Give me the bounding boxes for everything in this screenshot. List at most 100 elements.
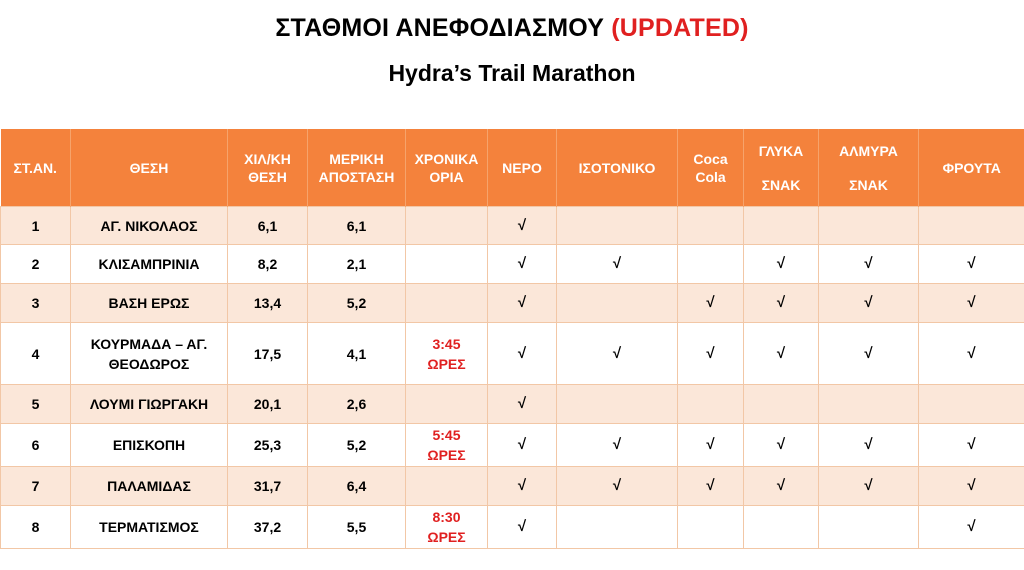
water-cell: √ [487, 244, 557, 284]
sweet-snack-cell: √ [743, 466, 819, 506]
isotonic-cell: √ [556, 423, 678, 467]
partial-distance-cell: 5,2 [307, 423, 406, 467]
cutoff-cell: 8:30 ΩΡΕΣ [405, 505, 488, 549]
coca-cola-cell: √ [677, 466, 744, 506]
cutoff-cell [405, 384, 488, 424]
fruit-cell: √ [918, 466, 1024, 506]
col-header-sweet-snack: ΓΛΥΚΑ ΣΝΑΚ [743, 129, 819, 207]
updated-label: (UPDATED) [611, 14, 749, 42]
location-cell: ΑΓ. ΝΙΚΟΛΑΟΣ [70, 206, 228, 245]
page-title-main: ΣΤΑΘΜΟΙ ΑΝΕΦΟΔΙΑΣΜΟΥ [275, 14, 605, 42]
cutoff-time: 5:45 [432, 427, 461, 443]
col-header-cutoff: ΧΡΟΝΙΚΑ ΟΡΙΑ [405, 129, 488, 207]
page-title: ΣΤΑΘΜΟΙ ΑΝΕΦΟΔΙΑΣΜΟΥ (UPDATED) [0, 14, 1024, 43]
col-header-salty-snack: ΑΛΜΥΡΑ ΣΝΑΚ [818, 129, 919, 207]
salty-snack-cell: √ [818, 466, 919, 506]
km-cell: 13,4 [227, 283, 308, 323]
fruit-cell: √ [918, 423, 1024, 467]
station-cell: 2 [0, 244, 71, 284]
table-row: 7 ΠΑΛΑΜΙΔΑΣ 31,7 6,4 √ √ √ √ √ √ [0, 466, 1024, 506]
sweet-snack-cell: √ [743, 283, 819, 323]
station-cell: 4 [0, 322, 71, 385]
salty-snack-cell: √ [818, 322, 919, 385]
col-header-partial-distance: ΜΕΡΙΚΗ ΑΠΟΣΤΑΣΗ [307, 129, 406, 207]
water-cell: √ [487, 423, 557, 467]
sweet-snack-cell: √ [743, 322, 819, 385]
coca-cola-cell: √ [677, 423, 744, 467]
col-header-km: ΧΙΛ/ΚΗ ΘΕΣΗ [227, 129, 308, 207]
sweet-snack-cell [743, 384, 819, 424]
isotonic-cell [556, 283, 678, 323]
location-cell: ΤΕΡΜΑΤΙΣΜΟΣ [70, 505, 228, 549]
table-row: 2 ΚΛΙΣΑΜΠΡΙΝΙΑ 8,2 2,1 √ √ √ √ √ [0, 244, 1024, 284]
salty-snack-cell [818, 505, 919, 549]
table-row: 1 ΑΓ. ΝΙΚΟΛΑΟΣ 6,1 6,1 √ [0, 206, 1024, 245]
col-header-water: ΝΕΡΟ [487, 129, 557, 207]
partial-distance-cell: 5,2 [307, 283, 406, 323]
water-cell: √ [487, 466, 557, 506]
isotonic-cell [556, 505, 678, 549]
km-cell: 31,7 [227, 466, 308, 506]
isotonic-cell [556, 206, 678, 245]
station-cell: 8 [0, 505, 71, 549]
station-cell: 3 [0, 283, 71, 323]
table-header-row: ΣΤ.ΑΝ. ΘΕΣΗ ΧΙΛ/ΚΗ ΘΕΣΗ ΜΕΡΙΚΗ ΑΠΟΣΤΑΣΗ ΧΡ… [0, 129, 1024, 207]
salty-snack-cell [818, 206, 919, 245]
water-cell: √ [487, 283, 557, 323]
col-header-location: ΘΕΣΗ [70, 129, 228, 207]
cutoff-cell: 5:45 ΩΡΕΣ [405, 423, 488, 467]
partial-distance-cell: 4,1 [307, 322, 406, 385]
isotonic-cell: √ [556, 244, 678, 284]
isotonic-cell [556, 384, 678, 424]
partial-distance-cell: 2,6 [307, 384, 406, 424]
col-header-isotonic: ΙΣΟΤΟΝΙΚΟ [556, 129, 678, 207]
sweet-snack-cell [743, 206, 819, 245]
km-cell: 20,1 [227, 384, 308, 424]
location-cell: ΛΟΥΜΙ ΓΙΩΡΓΑΚΗ [70, 384, 228, 424]
partial-distance-cell: 6,1 [307, 206, 406, 245]
isotonic-cell: √ [556, 322, 678, 385]
salty-snack-cell: √ [818, 423, 919, 467]
cutoff-cell [405, 466, 488, 506]
sweet-snack-cell [743, 505, 819, 549]
isotonic-cell: √ [556, 466, 678, 506]
salty-snack-cell [818, 384, 919, 424]
sweet-snack-cell: √ [743, 244, 819, 284]
table-row: 4 ΚΟΥΡΜΑΔΑ – ΑΓ. ΘΕΟΔΩΡΟΣ 17,5 4,1 3:45 ΩΡΕΣ √… [0, 322, 1024, 385]
location-cell: ΠΑΛΑΜΙΔΑΣ [70, 466, 228, 506]
location-cell: ΒΑΣΗ ΕΡΩΣ [70, 283, 228, 323]
location-cell: ΕΠΙΣΚΟΠΗ [70, 423, 228, 467]
salty-snack-cell: √ [818, 283, 919, 323]
fruit-cell: √ [918, 283, 1024, 323]
cutoff-unit: ΩΡΕΣ [427, 447, 466, 463]
cutoff-time: 8:30 [432, 509, 461, 525]
location-cell: ΚΟΥΡΜΑΔΑ – ΑΓ. ΘΕΟΔΩΡΟΣ [70, 322, 228, 385]
fruit-cell: √ [918, 244, 1024, 284]
fruit-cell [918, 206, 1024, 245]
station-cell: 6 [0, 423, 71, 467]
fruit-cell [918, 384, 1024, 424]
cutoff-cell: 3:45 ΩΡΕΣ [405, 322, 488, 385]
coca-cola-cell: √ [677, 283, 744, 323]
sweet-snack-cell: √ [743, 423, 819, 467]
table-row: 8 ΤΕΡΜΑΤΙΣΜΟΣ 37,2 5,5 8:30 ΩΡΕΣ √ √ [0, 505, 1024, 549]
partial-distance-cell: 2,1 [307, 244, 406, 284]
km-cell: 17,5 [227, 322, 308, 385]
aid-stations-table: ΣΤ.ΑΝ. ΘΕΣΗ ΧΙΛ/ΚΗ ΘΕΣΗ ΜΕΡΙΚΗ ΑΠΟΣΤΑΣΗ ΧΡ… [0, 129, 1024, 549]
station-cell: 1 [0, 206, 71, 245]
table-row: 5 ΛΟΥΜΙ ΓΙΩΡΓΑΚΗ 20,1 2,6 √ [0, 384, 1024, 424]
km-cell: 37,2 [227, 505, 308, 549]
salty-snack-cell: √ [818, 244, 919, 284]
col-header-station: ΣΤ.ΑΝ. [0, 129, 71, 207]
cutoff-cell [405, 283, 488, 323]
water-cell: √ [487, 505, 557, 549]
col-header-coca-cola: Coca Cola [677, 129, 744, 207]
location-cell: ΚΛΙΣΑΜΠΡΙΝΙΑ [70, 244, 228, 284]
station-cell: 5 [0, 384, 71, 424]
cutoff-unit: ΩΡΕΣ [427, 529, 466, 545]
coca-cola-cell [677, 244, 744, 284]
km-cell: 8,2 [227, 244, 308, 284]
col-header-fruit: ΦΡΟΥΤΑ [918, 129, 1024, 207]
water-cell: √ [487, 206, 557, 245]
cutoff-cell [405, 244, 488, 284]
